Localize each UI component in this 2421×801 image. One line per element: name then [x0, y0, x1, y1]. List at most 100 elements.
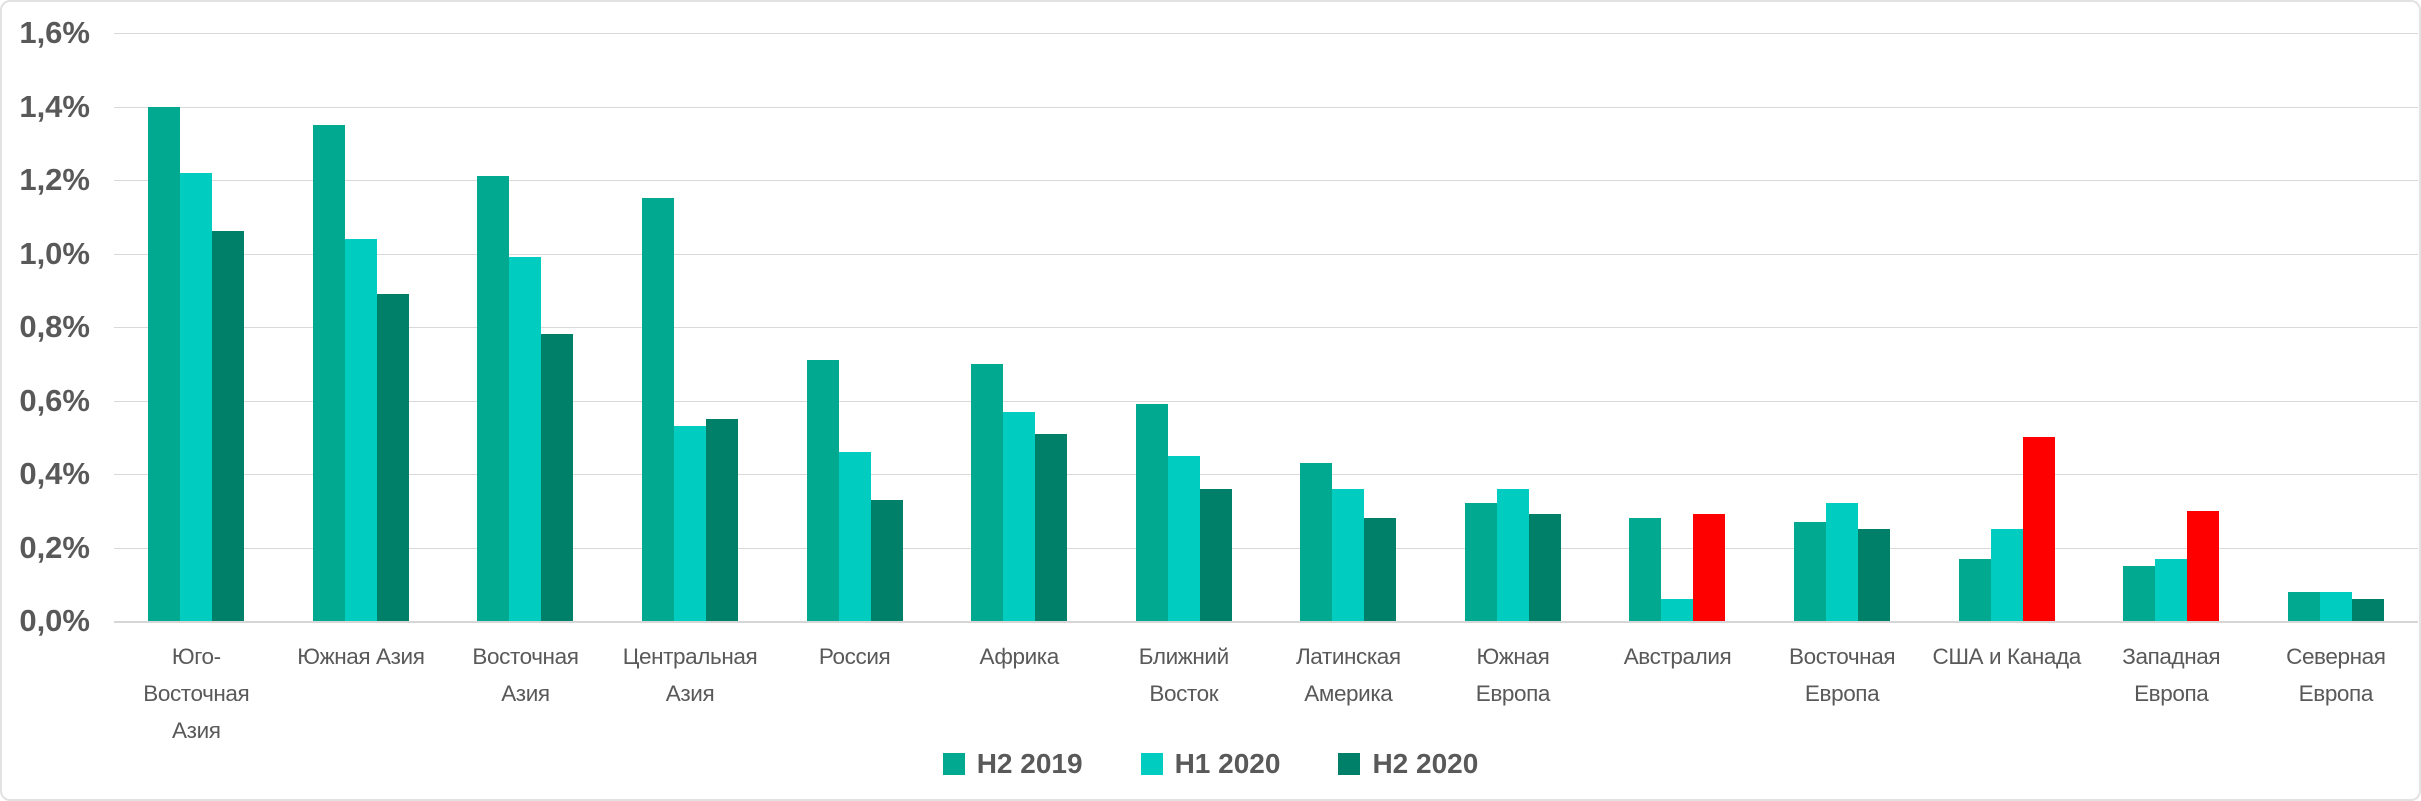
gridline [114, 33, 2418, 34]
bar-h1-2020 [674, 426, 707, 621]
bar-group-9 [1431, 33, 1596, 621]
y-axis-tick-label: 0,4% [19, 456, 90, 491]
gridline [114, 474, 2418, 475]
legend-label: H2 2019 [976, 748, 1083, 779]
bar-group-13 [2089, 33, 2254, 621]
bar-h1-2020 [1496, 489, 1529, 621]
bar-h2-2019 [312, 125, 345, 621]
y-axis-tick-label: 1,2% [19, 162, 90, 197]
bar-h1-2020 [1332, 489, 1365, 621]
bar-h2-2019 [2123, 566, 2156, 621]
legend-swatch-icon [1140, 753, 1163, 775]
bar-group-3 [443, 33, 608, 621]
bar-group-12 [1924, 33, 2089, 621]
legend: H2 2019 H1 2020 H2 2020 [2, 748, 2419, 780]
gridline [114, 400, 2418, 402]
x-axis-labels: Юго-Восточная Азия Южная Азия Восточная Аз… [114, 638, 2418, 749]
bar-group-8 [1266, 33, 1431, 621]
x-axis-category-label: Россия [818, 644, 891, 669]
y-axis-tick-label: 1,6% [19, 15, 90, 50]
y-axis-tick-label: 1,4% [19, 88, 90, 124]
legend-item: H2 2019 [942, 748, 1083, 780]
bar-h1-2020 [1167, 456, 1200, 621]
legend-item: H2 2020 [1338, 748, 1478, 780]
bar-h1-2020 [1990, 529, 2023, 621]
bar-h2-2020 [541, 334, 574, 621]
bar-h2-2019 [1464, 503, 1497, 621]
x-axis-category-label: Западная Европа [2122, 644, 2221, 706]
bar-group-10 [1595, 33, 1760, 621]
legend-swatch-icon [1338, 753, 1361, 775]
legend-item: H1 2020 [1140, 748, 1281, 780]
bar-h2-2020 [376, 294, 409, 621]
bar-h2-2020 [2187, 511, 2220, 621]
bar-h2-2019 [971, 364, 1004, 621]
bar-group-14 [2254, 33, 2419, 621]
bar-h1-2020 [1003, 412, 1036, 621]
bar-h2-2019 [2287, 592, 2320, 621]
x-axis-category-label: Северная Европа [2286, 644, 2386, 706]
bar-h2-2020 [870, 500, 903, 621]
bar-h2-2019 [806, 360, 839, 621]
x-axis-category-label: Южная Азия [297, 644, 425, 669]
x-axis-category-label: Латинская Америка [1295, 644, 1401, 706]
bar-h2-2020 [212, 231, 245, 621]
gridline [114, 106, 2418, 108]
bar-h1-2020 [344, 239, 377, 621]
x-axis-category-label: США и Канада [1932, 644, 2081, 669]
bar-h1-2020 [1661, 599, 1694, 621]
legend-swatch-icon [942, 753, 965, 775]
bar-group-4 [608, 33, 773, 621]
x-axis-category-label: Ближний Восток [1138, 644, 1229, 706]
bar-h2-2019 [1794, 522, 1827, 621]
y-axis-tick-label: 1,0% [19, 235, 90, 271]
bar-h2-2019 [1300, 463, 1333, 621]
gridline [114, 253, 2418, 255]
bar-h1-2020 [2319, 592, 2352, 621]
y-axis-tick-label: 0,0% [19, 603, 90, 638]
legend-label: H2 2020 [1372, 748, 1479, 779]
bar-group-1 [114, 33, 279, 621]
y-axis-tick-label: 0,6% [19, 382, 90, 418]
x-axis-category-label: Австралия [1623, 644, 1732, 669]
bar-h1-2020 [509, 257, 542, 621]
gridline [114, 327, 2418, 328]
legend-label: H1 2020 [1174, 748, 1281, 779]
x-axis-category-label: Африка [979, 644, 1060, 669]
bar-h2-2019 [148, 107, 181, 621]
bar-h2-2019 [1958, 559, 1991, 621]
bar-h1-2020 [838, 452, 871, 621]
bar-group-11 [1760, 33, 1925, 621]
x-axis-category-label: Восточная Европа [1789, 644, 1896, 706]
bar-h2-2020 [1364, 518, 1397, 621]
bar-h2-2020 [1858, 529, 1891, 621]
bar-h2-2020 [1528, 514, 1561, 621]
bar-group-2 [279, 33, 444, 621]
bar-h2-2020 [2351, 599, 2384, 621]
x-axis-category-label: Южная Европа [1475, 644, 1551, 706]
bar-h2-2020 [1199, 489, 1232, 621]
bar-group-5 [772, 33, 937, 621]
bar-h2-2019 [642, 198, 675, 621]
x-axis-category-label: Юго-Восточная Азия [143, 644, 250, 743]
y-axis-tick-label: 0,2% [19, 529, 90, 565]
bar-h2-2020 [1693, 514, 1726, 621]
bar-h1-2020 [180, 173, 213, 621]
bar-h1-2020 [2155, 559, 2188, 621]
bar-h2-2019 [477, 176, 510, 621]
bar-group-7 [1101, 33, 1266, 621]
bar-h2-2020 [2022, 437, 2055, 621]
bar-h1-2020 [1826, 503, 1859, 621]
y-axis-tick-label: 0,8% [19, 309, 90, 344]
gridline [114, 621, 2418, 623]
bar-h2-2020 [706, 419, 739, 621]
plot-area [114, 33, 2418, 623]
x-axis-category-label: Центральная Азия [622, 644, 758, 706]
bar-h2-2020 [1035, 434, 1068, 621]
bar-group-6 [937, 33, 1102, 621]
bar-groups [114, 33, 2418, 621]
bar-h2-2019 [1135, 404, 1168, 621]
x-axis-category-label: Восточная Азия [472, 644, 579, 706]
gridline [114, 180, 2418, 181]
